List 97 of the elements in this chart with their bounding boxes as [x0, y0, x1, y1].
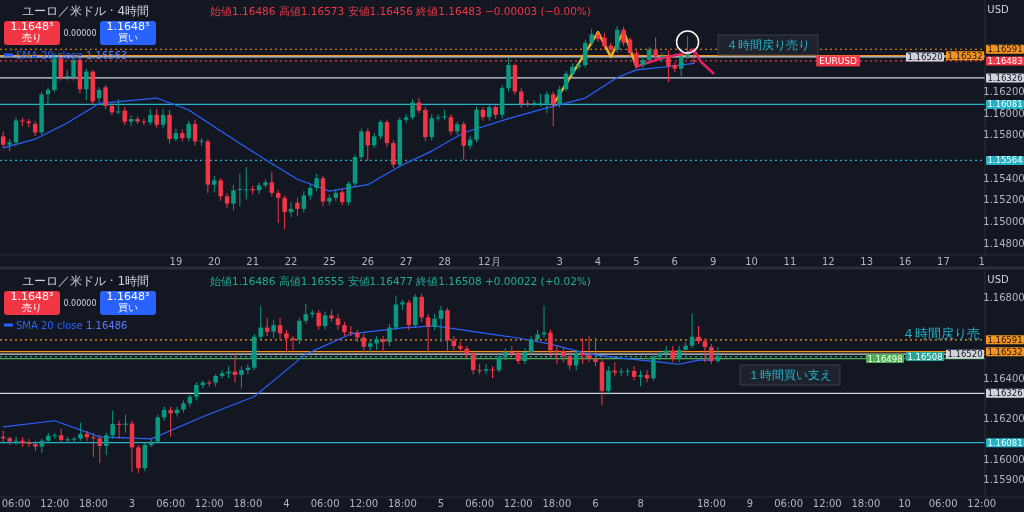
x-tick-label: 12:00 [40, 498, 70, 509]
y-tick-label: 1.16200 [983, 86, 1024, 98]
annotation: 1.1648³ [10, 290, 54, 303]
price-tag: 1.16326 [986, 388, 1024, 399]
x-tick-label: 3 [556, 256, 563, 267]
x-tick-label: 12:00 [349, 498, 379, 509]
x-tick-label: 28 [438, 256, 451, 267]
price-tag: 1.16532 [986, 346, 1024, 357]
annotation: USD [987, 4, 1009, 15]
x-tick-label: 18:00 [233, 498, 263, 509]
x-tick-label: 06:00 [1, 498, 31, 509]
y-tick-label: 1.16200 [983, 413, 1024, 425]
annotation: １時間買い支え [748, 368, 832, 382]
chart-title: ユーロ／米ドル · 4時間 [22, 4, 150, 18]
x-tick-label: 12:00 [967, 498, 997, 509]
price-tag: 1.16508 [906, 351, 944, 362]
x-tick-label: 22 [284, 256, 298, 267]
price-tag: 1.16532 [946, 50, 984, 61]
y-tick-label: 1.15000 [983, 215, 1024, 227]
x-tick-label: 16 [898, 256, 912, 267]
annotation: 1.16486 [86, 320, 128, 331]
price-tag: 1.16520 [946, 349, 984, 360]
x-tick-label: 06:00 [156, 498, 186, 509]
x-tick-label: 4 [594, 256, 602, 267]
price-tag: 1.16520 [906, 51, 944, 62]
annotation: １時間買い支え [739, 364, 841, 386]
annotation: 0.00000 [63, 29, 97, 38]
x-tick-label: 6 [671, 256, 678, 267]
x-tick-label: 25 [323, 256, 336, 267]
price-tag: 1.16081 [986, 99, 1024, 110]
y-tick-label: 1.15800 [983, 129, 1024, 141]
legend: SMA 20 close [4, 320, 83, 331]
x-tick-label: 17 [937, 256, 950, 267]
x-tick-label: 06:00 [310, 498, 340, 509]
x-tick-label: 10 [745, 256, 758, 267]
x-tick-label: 20 [207, 256, 221, 267]
annotation: 0.00000 [63, 299, 97, 308]
x-tick-label: 9 [746, 498, 754, 509]
x-tick-label: 06:00 [774, 498, 804, 509]
y-tick-label: 1.14800 [983, 237, 1024, 249]
x-tick-label: 3 [128, 498, 136, 509]
y-tick-label: 1.16400 [983, 372, 1024, 384]
y-tick-label: 1.16000 [983, 453, 1024, 465]
x-tick-label: 12 [821, 256, 835, 267]
x-tick-label: 8 [637, 498, 644, 509]
annotation: 1.1648³ [106, 290, 150, 303]
x-tick-label: 18:00 [851, 498, 881, 509]
y-tick-label: 1.15200 [983, 194, 1024, 206]
annotation: ４時間戻り売 [902, 326, 980, 341]
price-tag: 1.16081 [986, 437, 1024, 448]
x-tick-label: 26 [361, 256, 375, 267]
y-tick-label: 1.15900 [983, 473, 1024, 485]
x-tick-label: 12月 [477, 256, 501, 267]
annotation: 買い [118, 32, 138, 43]
annotation: ４時間戻り売り [726, 38, 810, 52]
x-tick-label: 06:00 [465, 498, 495, 509]
y-tick-label: 1.16000 [983, 107, 1024, 119]
legend-label: SMA 20 close [16, 320, 83, 331]
text: 始値1.16486 高値1.16555 安値1.16477 終値1.16508 +0.00022 (+0.02%) [210, 275, 591, 287]
y-tick-label: 1.15400 [983, 172, 1024, 184]
annotation-tag: EURUSD [816, 55, 861, 67]
price-tag: 1.16483 [986, 55, 1024, 66]
x-tick-label: 10 [898, 498, 911, 509]
price-tag: 1.16591 [986, 44, 1024, 55]
x-tick-label: 18:00 [696, 498, 726, 509]
chart-title: ユーロ／米ドル · 1時間 [22, 274, 150, 288]
x-tick-label: 11 [783, 256, 797, 267]
x-tick-label: 12:00 [503, 498, 533, 509]
x-tick-label: 6 [592, 498, 599, 509]
price-tag: 1.16326 [986, 72, 1024, 83]
annotation: 1.1648³ [106, 20, 150, 33]
annotation: 売り [22, 302, 42, 313]
x-tick-label: 12:00 [194, 498, 224, 509]
x-tick-label: 21 [246, 256, 260, 267]
price-tag: 1.16498 [866, 353, 904, 364]
x-tick-label: 18:00 [78, 498, 108, 509]
y-tick-label: 1.16800 [983, 292, 1024, 304]
annotation: ４時間戻り売り [717, 34, 819, 56]
price-tag: 1.16591 [986, 334, 1024, 345]
x-tick-label: 12:00 [812, 498, 842, 509]
x-tick-label: 4 [283, 498, 290, 509]
x-tick-label: 9 [709, 256, 717, 267]
x-tick-label: 18:00 [542, 498, 572, 509]
x-tick-label: 13 [860, 256, 874, 267]
annotation: USD [987, 274, 1009, 285]
text: 始値1.16486 高値1.16573 安値1.16456 終値1.16483 −0.00003 (−0.00%) [210, 5, 591, 17]
price-tag: 1.15564 [986, 155, 1024, 166]
annotation: 買い [118, 302, 138, 313]
annotation: 売り [22, 32, 42, 43]
x-tick-label: 5 [437, 498, 445, 509]
x-tick-label: 18:00 [387, 498, 417, 509]
x-tick-label: 1 [978, 256, 985, 267]
x-tick-label: 5 [633, 256, 640, 267]
x-tick-label: 19 [169, 256, 183, 267]
x-tick-label: 27 [399, 256, 413, 267]
x-tick-label: 06:00 [928, 498, 958, 509]
annotation: 1.1648³ [10, 20, 54, 33]
